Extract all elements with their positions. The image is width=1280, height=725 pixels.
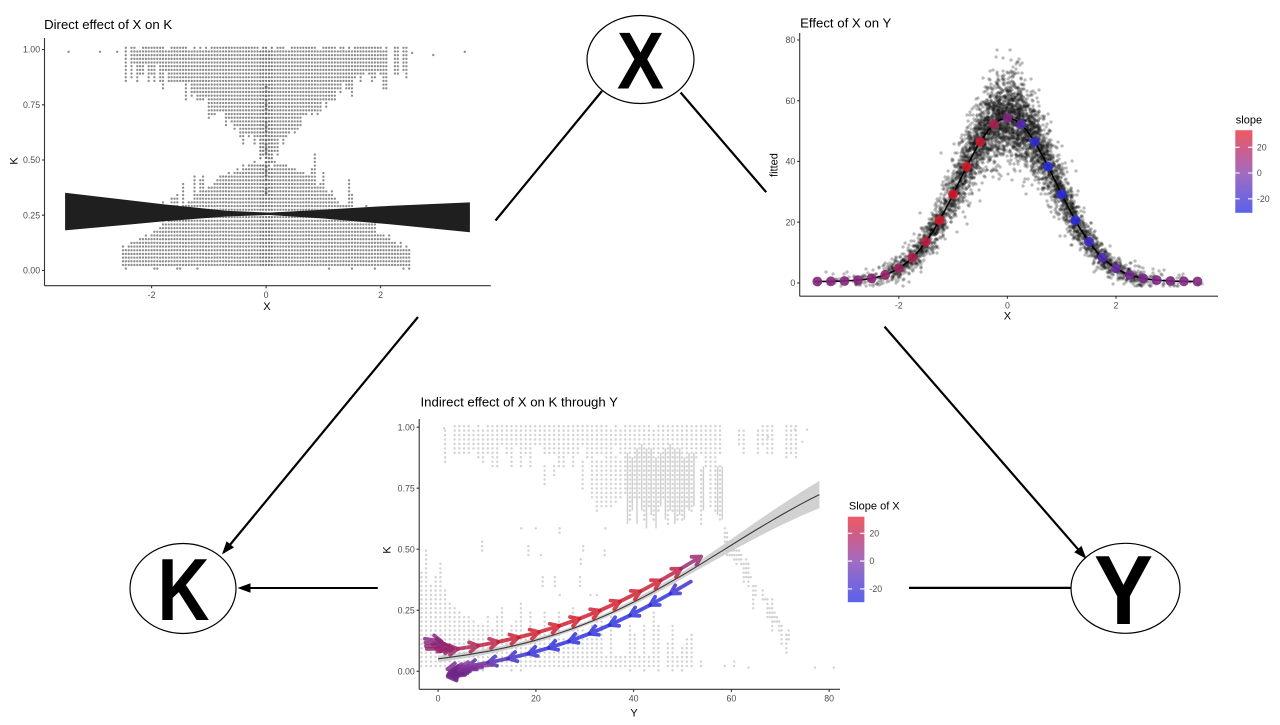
svg-text:Slope of X: Slope of X [849,501,900,513]
svg-text:-2: -2 [148,290,156,300]
svg-text:60: 60 [786,96,796,106]
svg-text:0: 0 [1257,168,1262,178]
svg-text:0: 0 [264,290,269,300]
svg-text:80: 80 [786,35,796,45]
svg-text:Effect of X on Y: Effect of X on Y [800,15,891,30]
svg-text:60: 60 [727,694,737,704]
svg-text:-20: -20 [1257,194,1270,204]
svg-text:K: K [158,540,210,639]
svg-text:0: 0 [1005,301,1010,311]
svg-text:Direct effect of X on K: Direct effect of X on K [44,17,172,32]
svg-text:0.50: 0.50 [398,544,415,554]
svg-text:K: K [9,157,21,165]
svg-text:1.00: 1.00 [398,422,415,432]
svg-text:Y: Y [630,708,638,720]
svg-text:20: 20 [1257,142,1267,152]
svg-text:40: 40 [786,157,796,167]
svg-text:20: 20 [869,528,879,538]
svg-text:0: 0 [869,556,874,566]
svg-text:X: X [263,301,271,313]
svg-text:X: X [617,17,664,107]
svg-text:-20: -20 [869,584,882,594]
svg-text:fitted: fitted [769,153,781,177]
svg-text:0.00: 0.00 [398,666,415,676]
svg-text:K: K [382,546,394,554]
svg-text:1.00: 1.00 [23,45,40,55]
svg-text:slope: slope [1236,115,1262,127]
svg-text:Indirect effect of X on K thro: Indirect effect of X on K through Y [421,395,619,410]
svg-text:2: 2 [1114,301,1119,311]
svg-text:0.50: 0.50 [23,155,40,165]
svg-text:0.25: 0.25 [398,605,415,615]
svg-text:0.25: 0.25 [23,210,40,220]
svg-text:0.00: 0.00 [23,266,40,276]
svg-text:20: 20 [531,694,541,704]
svg-text:0: 0 [436,694,441,704]
svg-text:-2: -2 [895,301,903,311]
svg-text:80: 80 [824,694,834,704]
svg-text:0: 0 [790,278,795,288]
svg-text:0.75: 0.75 [398,483,415,493]
svg-text:40: 40 [629,694,639,704]
svg-text:Y: Y [1094,535,1153,645]
svg-text:0.75: 0.75 [23,100,40,110]
svg-text:2: 2 [378,290,383,300]
svg-text:X: X [1004,311,1012,323]
svg-text:20: 20 [786,217,796,227]
